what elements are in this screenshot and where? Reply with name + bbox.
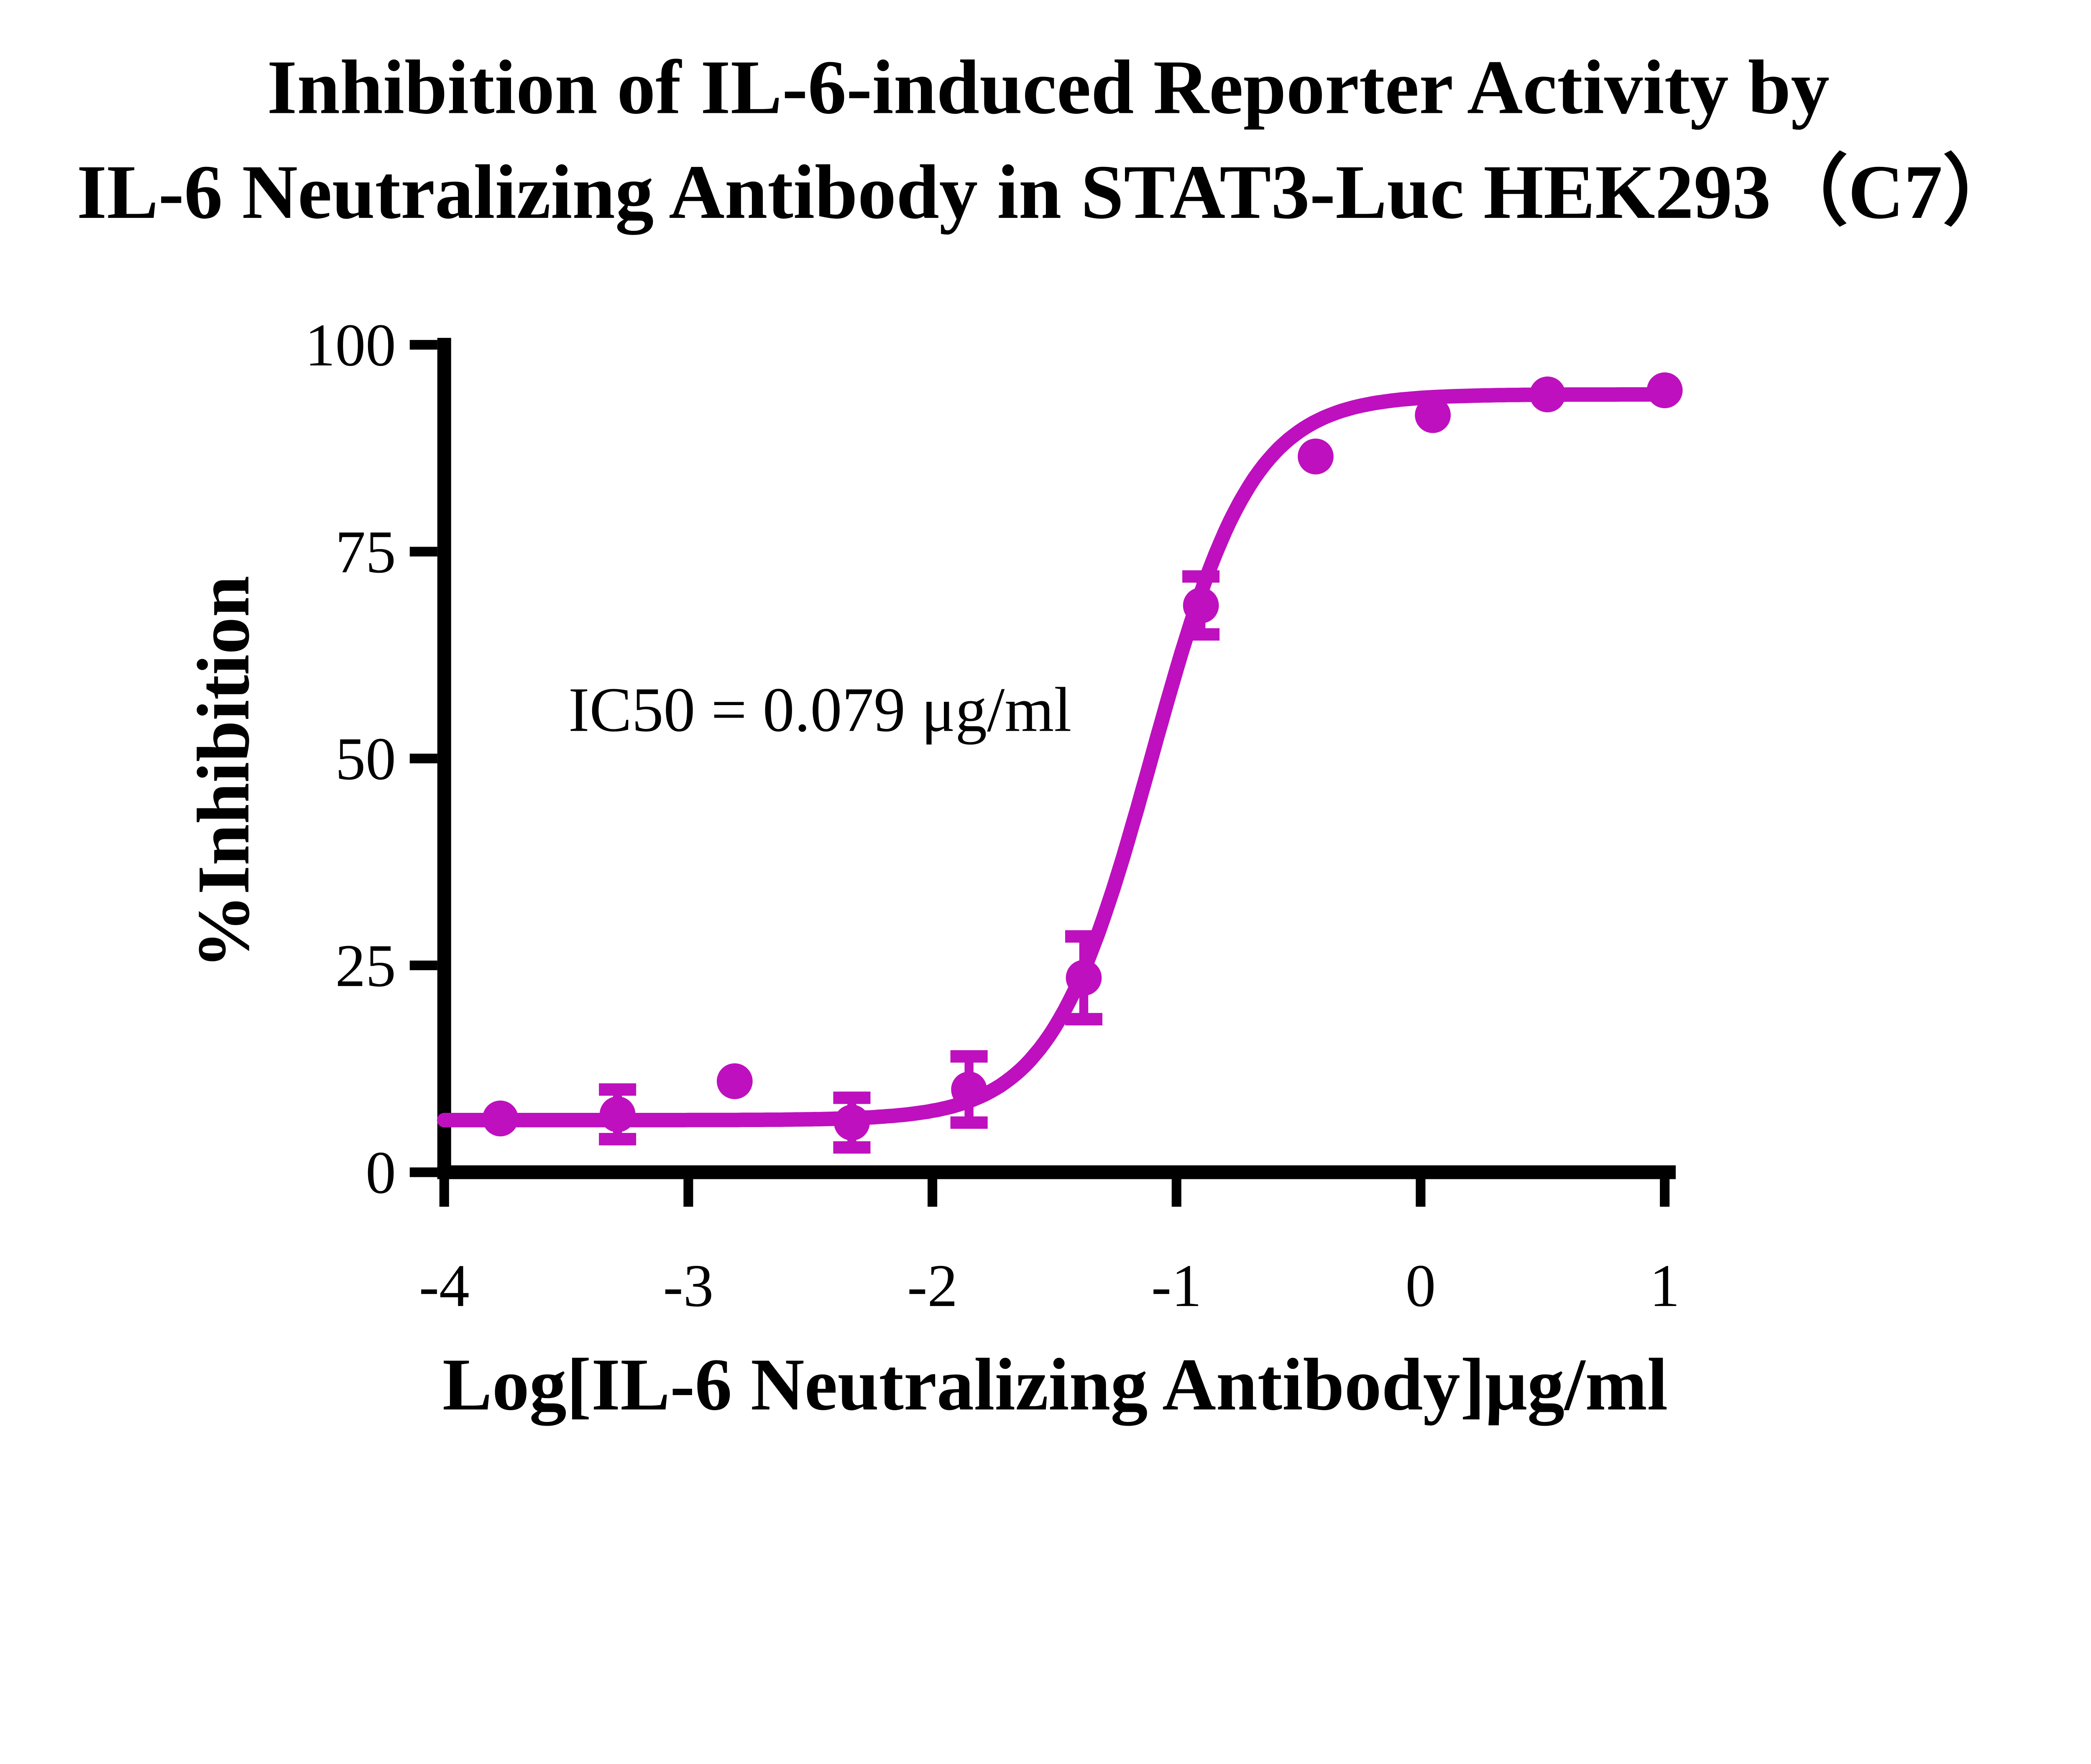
chart-title-line1: Inhibition of IL-6-induced Reporter Acti… — [267, 44, 1830, 130]
data-point — [1183, 587, 1219, 624]
x-tick-label: -1 — [1151, 1253, 1202, 1319]
y-tick-label: 75 — [335, 519, 396, 585]
x-tick-label: 0 — [1406, 1253, 1436, 1319]
x-tick-label: 1 — [1649, 1253, 1680, 1319]
y-tick-label: 25 — [335, 933, 396, 1000]
data-point — [1066, 960, 1102, 996]
data-point — [716, 1063, 753, 1099]
fit-curve — [437, 387, 1672, 1127]
data-point — [482, 1100, 519, 1137]
x-tick-label: -4 — [419, 1253, 470, 1319]
data-point — [834, 1104, 870, 1141]
data-point — [1529, 376, 1566, 413]
y-axis-title: %Inhibition — [182, 576, 265, 969]
ic50-annotation: IC50 = 0.079 μg/ml — [568, 675, 1071, 745]
series-il6-antibody — [437, 372, 1683, 1154]
ic50-chart: Inhibition of IL-6-induced Reporter Acti… — [77, 44, 2020, 1426]
data-point — [1646, 372, 1683, 409]
x-axis-title: Log[IL-6 Neutralizing Antibody]μg/ml — [442, 1343, 1668, 1426]
y-tick-label: 50 — [335, 726, 396, 793]
y-tick-label: 0 — [366, 1139, 396, 1206]
chart-title-line2: IL-6 Neutralizing Antibody in STAT3-Luc … — [77, 149, 2020, 235]
y-tick-label: 100 — [305, 312, 396, 379]
dose-response-figure: Inhibition of IL-6-induced Reporter Acti… — [77, 44, 2020, 1426]
data-point — [1415, 397, 1451, 433]
axes: 0 25 50 75 100 -4 -3 -2 -1 0 1 — [305, 312, 1680, 1319]
data-point — [599, 1096, 636, 1133]
x-tick-label: -2 — [907, 1253, 958, 1319]
data-point — [1298, 438, 1334, 475]
data-point — [951, 1071, 987, 1108]
x-tick-label: -3 — [663, 1253, 713, 1319]
